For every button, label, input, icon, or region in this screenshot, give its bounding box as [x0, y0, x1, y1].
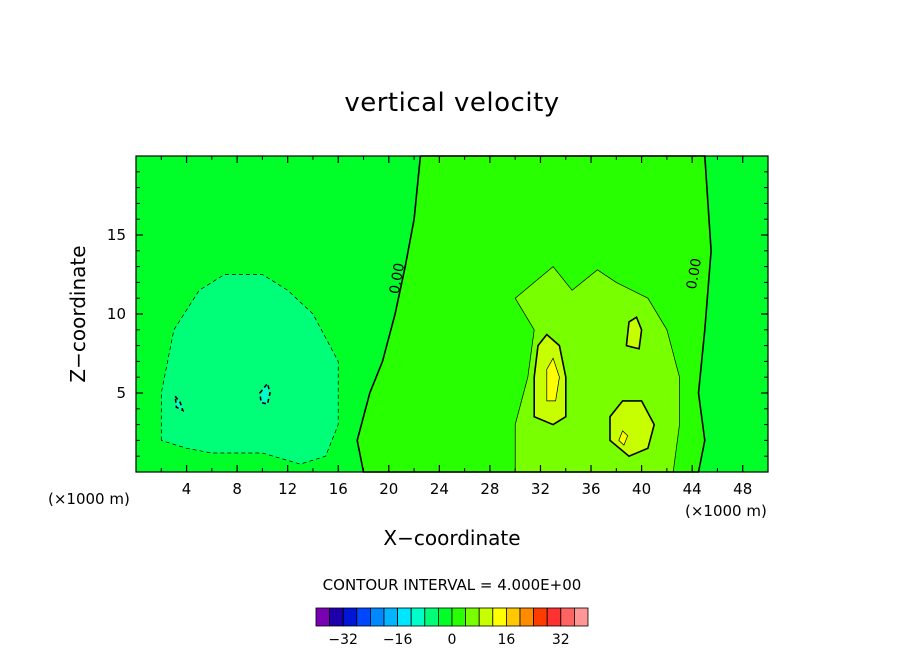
colorbar-tick-label-2: 0	[448, 632, 457, 648]
zero-contour-label-1: 0.00	[684, 257, 705, 290]
contour-line-2	[259, 381, 271, 406]
zero-contour-label-0: 0.00	[387, 262, 408, 295]
x-tick-label-11: 48	[733, 480, 752, 498]
contour-region-0	[161, 274, 339, 465]
colorbar-swatch-15	[519, 607, 535, 627]
x-unit-label-left: (×1000 m)	[48, 490, 130, 508]
colorbar-swatch-10	[451, 607, 467, 627]
x-tick-label-7: 32	[531, 480, 550, 498]
colorbar-swatch-11	[465, 607, 480, 627]
colorbar-swatch-13	[492, 607, 507, 627]
colorbar-tick-label-1: −16	[383, 632, 413, 648]
x-tick-label-6: 28	[480, 480, 499, 498]
x-tick-label-4: 20	[379, 480, 398, 498]
contour-line-4	[514, 266, 680, 473]
x-tick-label-8: 36	[581, 480, 600, 498]
contour-line-5	[533, 333, 567, 426]
y-axis-label: Z−coordinate	[66, 245, 90, 383]
contour-line-9	[618, 430, 629, 446]
colorbar-swatch-9	[437, 607, 453, 627]
colorbar-swatch-7	[410, 607, 426, 627]
contour-line-7	[625, 316, 643, 350]
y-tick-label-0: 5	[116, 384, 126, 402]
contour-region-2	[259, 383, 270, 405]
contour-region-9	[618, 430, 628, 446]
colorbar-swatch-12	[478, 607, 494, 627]
colorbar-tick-label-0: −32	[328, 632, 358, 648]
contour-line-1	[174, 393, 185, 412]
colorbar-swatch-14	[505, 607, 521, 627]
colorbar-tick-label-4: 32	[552, 632, 570, 648]
contour-line-6	[609, 400, 656, 458]
contour-region-8	[546, 358, 560, 401]
contour-line-0	[160, 274, 339, 465]
x-unit-label-right: (×1000 m)	[685, 502, 767, 520]
colorbar-swatch-4	[369, 607, 385, 627]
contour-interval-text: CONTOUR INTERVAL = 4.000E+00	[322, 576, 582, 594]
x-axis-label: X−coordinate	[383, 526, 521, 550]
x-tick-label-0: 4	[182, 480, 192, 498]
chart-title: vertical velocity	[344, 88, 560, 118]
x-tick-label-3: 16	[329, 480, 348, 498]
y-tick-label-2: 15	[107, 226, 126, 244]
colorbar-swatch-19	[574, 607, 589, 627]
x-tick-label-2: 12	[278, 480, 297, 498]
x-tick-label-1: 8	[232, 480, 242, 498]
colorbar-tick-label-3: 16	[497, 632, 515, 648]
x-tick-label-10: 44	[683, 480, 702, 498]
x-tick-label-5: 24	[430, 480, 449, 498]
colorbar-swatch-8	[424, 607, 439, 627]
x-tick-label-9: 40	[632, 480, 651, 498]
colorbar-swatch-2	[342, 607, 358, 627]
colorbar-swatch-17	[546, 607, 562, 627]
colorbar-swatch-3	[356, 607, 371, 627]
colorbar-swatch-16	[533, 607, 548, 627]
contour-region-7	[626, 317, 642, 349]
contour-line-8	[546, 357, 560, 402]
colorbar-swatch-6	[397, 607, 412, 627]
colorbar-swatch-5	[383, 607, 399, 627]
colorbar-swatch-0	[315, 607, 331, 627]
colorbar-swatch-1	[329, 607, 344, 627]
colorbar-swatch-18	[560, 607, 575, 627]
y-tick-label-1: 10	[107, 305, 126, 323]
